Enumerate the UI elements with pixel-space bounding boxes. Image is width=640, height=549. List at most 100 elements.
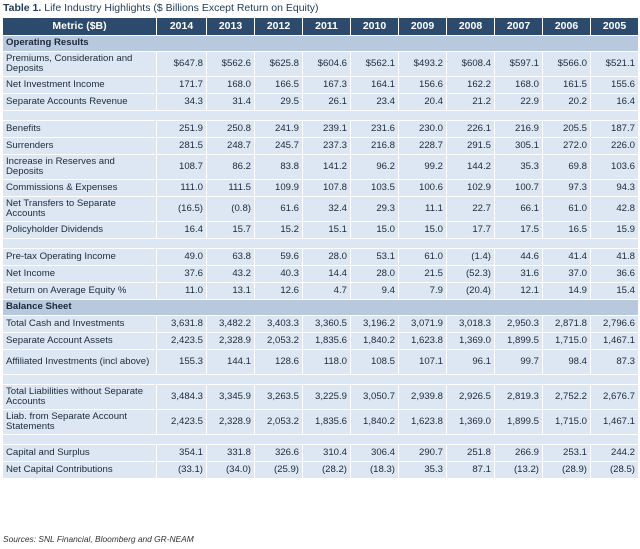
value-cell: 11.1 xyxy=(398,196,447,222)
spacer-cell xyxy=(2,374,639,385)
value-cell: 244.2 xyxy=(590,444,639,462)
value-cell: 354.1 xyxy=(156,444,207,462)
value-cell: (28.5) xyxy=(590,461,639,479)
value-cell: 2,328.9 xyxy=(206,409,255,435)
value-cell: 107.1 xyxy=(398,349,447,375)
table-caption: Table 1. Life Industry Highlights ($ Bil… xyxy=(3,2,319,14)
value-cell: (28.9) xyxy=(542,461,591,479)
value-cell: 3,018.3 xyxy=(446,315,495,333)
value-cell: 164.1 xyxy=(350,76,399,94)
value-cell: 1,715.0 xyxy=(542,409,591,435)
table-row: Net Transfers to Separate Accounts (16.5)… xyxy=(2,196,639,222)
value-cell: 166.5 xyxy=(254,76,303,94)
value-cell: 15.2 xyxy=(254,221,303,239)
value-cell: 326.6 xyxy=(254,444,303,462)
value-cell: 162.2 xyxy=(446,76,495,94)
table-row: Increase in Reserves and Deposits 108.7 86… xyxy=(2,154,639,180)
value-cell: $625.8 xyxy=(254,51,303,77)
metric-label: Capital and Surplus xyxy=(2,444,157,462)
table-caption-text: Life Industry Highlights ($ Billions Exc… xyxy=(41,2,319,14)
value-cell: 167.3 xyxy=(302,76,351,94)
spacer-row xyxy=(2,238,639,249)
value-cell: 17.5 xyxy=(494,221,543,239)
value-cell: 111.0 xyxy=(156,179,207,197)
metric-label: Total Liabilities without Separate Accou… xyxy=(2,384,157,410)
value-cell: 3,263.5 xyxy=(254,384,303,410)
metric-label: Increase in Reserves and Deposits xyxy=(2,154,157,180)
metric-label: Net Income xyxy=(2,265,157,283)
section-header-row: Operating Results xyxy=(2,35,639,52)
spacer-row xyxy=(2,434,639,445)
spacer-cell xyxy=(2,434,639,445)
value-cell: 102.9 xyxy=(446,179,495,197)
value-cell: 96.1 xyxy=(446,349,495,375)
table-row: Surrenders 281.5 248.7 245.7 237.3 216.8 228.7… xyxy=(2,137,639,155)
value-cell: 20.2 xyxy=(542,93,591,111)
value-cell: 100.6 xyxy=(398,179,447,197)
value-cell: 168.0 xyxy=(206,76,255,94)
value-cell: 2,950.3 xyxy=(494,315,543,333)
metric-label: Commissions & Expenses xyxy=(2,179,157,197)
metric-label: Surrenders xyxy=(2,137,157,155)
value-cell: $562.1 xyxy=(350,51,399,77)
value-cell: 41.4 xyxy=(542,248,591,266)
section-title: Operating Results xyxy=(2,35,639,52)
header-year: 2008 xyxy=(446,17,495,36)
value-cell: 3,225.9 xyxy=(302,384,351,410)
value-cell: 4.7 xyxy=(302,282,351,300)
value-cell: 250.8 xyxy=(206,120,255,138)
metric-label: Return on Average Equity % xyxy=(2,282,157,300)
value-cell: 29.3 xyxy=(350,196,399,222)
value-cell: 43.2 xyxy=(206,265,255,283)
value-cell: 37.0 xyxy=(542,265,591,283)
header-year: 2014 xyxy=(156,17,207,36)
metric-label: Net Transfers to Separate Accounts xyxy=(2,196,157,222)
value-cell: (20.4) xyxy=(446,282,495,300)
value-cell: 2,328.9 xyxy=(206,332,255,350)
value-cell: 1,835.6 xyxy=(302,332,351,350)
header-year: 2010 xyxy=(350,17,399,36)
value-cell: $608.4 xyxy=(446,51,495,77)
value-cell: 2,871.8 xyxy=(542,315,591,333)
life-industry-table: Metric ($B) 2014 2013 2012 2011 2010 2009 2008… xyxy=(2,17,639,479)
value-cell: 15.1 xyxy=(302,221,351,239)
value-cell: 2,423.5 xyxy=(156,332,207,350)
value-cell: 22.7 xyxy=(446,196,495,222)
table-row: Separate Account Assets 2,423.5 2,328.9 2,0… xyxy=(2,332,639,350)
value-cell: 14.4 xyxy=(302,265,351,283)
value-cell: (25.9) xyxy=(254,461,303,479)
value-cell: 83.8 xyxy=(254,154,303,180)
value-cell: 20.4 xyxy=(398,93,447,111)
value-cell: (16.5) xyxy=(156,196,207,222)
table-row: Total Liabilities without Separate Accou… xyxy=(2,384,639,410)
value-cell: 3,484.3 xyxy=(156,384,207,410)
value-cell: $562.6 xyxy=(206,51,255,77)
metric-label: Total Cash and Investments xyxy=(2,315,157,333)
value-cell: (13.2) xyxy=(494,461,543,479)
table-row: Capital and Surplus 354.1 331.8 326.6 310.4 3… xyxy=(2,444,639,462)
value-cell: 248.7 xyxy=(206,137,255,155)
value-cell: 12.6 xyxy=(254,282,303,300)
value-cell: 61.6 xyxy=(254,196,303,222)
value-cell: 11.0 xyxy=(156,282,207,300)
value-cell: 1,899.5 xyxy=(494,332,543,350)
value-cell: 61.0 xyxy=(398,248,447,266)
value-cell: 36.6 xyxy=(590,265,639,283)
table-row: Return on Average Equity % 11.0 13.1 12.6 4.… xyxy=(2,282,639,300)
value-cell: 291.5 xyxy=(446,137,495,155)
metric-label: Separate Account Assets xyxy=(2,332,157,350)
value-cell: 231.6 xyxy=(350,120,399,138)
value-cell: 216.9 xyxy=(494,120,543,138)
value-cell: 100.7 xyxy=(494,179,543,197)
value-cell: 14.9 xyxy=(542,282,591,300)
value-cell: 161.5 xyxy=(542,76,591,94)
value-cell: 98.4 xyxy=(542,349,591,375)
table-row: Benefits 251.9 250.8 241.9 239.1 231.6 230.0 22… xyxy=(2,120,639,138)
value-cell: 44.6 xyxy=(494,248,543,266)
value-cell: 32.4 xyxy=(302,196,351,222)
spacer-cell xyxy=(2,238,639,249)
value-cell: 107.8 xyxy=(302,179,351,197)
value-cell: 21.2 xyxy=(446,93,495,111)
value-cell: 15.0 xyxy=(350,221,399,239)
value-cell: 251.9 xyxy=(156,120,207,138)
